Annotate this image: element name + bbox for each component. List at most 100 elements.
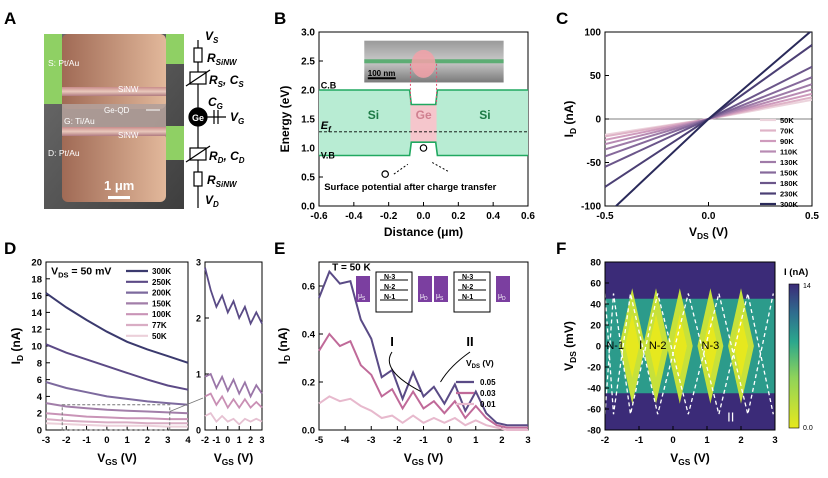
- label-vs-sub: S: [213, 36, 219, 45]
- x-axis-label-unit: (V): [690, 451, 709, 465]
- chart-d-title-rest: = 50 mV: [69, 266, 112, 278]
- y-tick-label: 2: [196, 314, 201, 324]
- y-tick-label: 100: [584, 28, 601, 39]
- label-rd-cd: RD, CD: [209, 149, 245, 165]
- x-axis-label-main: V: [97, 451, 105, 465]
- x-tick-label: -3: [367, 435, 375, 446]
- diagram-ii: N-3 N-2 N-1 μS μD: [434, 271, 510, 313]
- label-vb: V.B: [321, 150, 336, 160]
- x-axis-label: VGS (V): [670, 451, 709, 467]
- x-tick-label: 3: [259, 435, 264, 445]
- y-tick-label: 10: [31, 342, 42, 353]
- mu-d-sub: D: [502, 296, 506, 302]
- coulomb-diamond-core: [625, 314, 640, 378]
- label-rsinw-bottom-sub: SiNW: [216, 180, 238, 189]
- energy-level-label: N-3: [384, 274, 395, 281]
- label-ge-qd: Ge-QD: [104, 106, 130, 115]
- label-n1: N-1: [606, 340, 624, 352]
- y-axis-label-main: I: [9, 361, 23, 364]
- y-tick-label: 3.0: [301, 28, 315, 39]
- mu-s-label: μS: [436, 293, 444, 302]
- resistor-rsinw-top: [193, 47, 203, 63]
- hole-ge: [419, 144, 428, 152]
- series-line-300K: [45, 292, 189, 364]
- mu-s-label: μS: [358, 293, 366, 302]
- chart-c: -0.5 0.0 0.5 -100 -50 0 50 100 VDS (V) ID (nA) 50K…: [562, 28, 819, 242]
- x-axis-label-main: V: [670, 451, 678, 465]
- x-tick-label: 0.4: [486, 211, 500, 222]
- x-tick-label: 4: [185, 435, 191, 446]
- resistor-rsinw-bottom: [193, 171, 203, 187]
- series-line-150K: [45, 402, 189, 415]
- label-vd-sub: D: [213, 200, 219, 209]
- y-tick-label: 0.6: [302, 282, 315, 293]
- x-axis-label: VGS (V): [97, 451, 136, 467]
- legend-label: 150K: [780, 169, 799, 178]
- mu-s-sub: S: [362, 296, 366, 302]
- label-rs-cs: RS, CS: [209, 73, 244, 89]
- legend-label: 0.03: [480, 389, 496, 398]
- heatmap-field: [605, 288, 775, 404]
- colorbar-max: 14: [803, 283, 811, 290]
- y-axis-label-main: I: [276, 361, 290, 364]
- legend-label: 130K: [780, 158, 799, 167]
- legend-label: 100K: [152, 310, 171, 319]
- drain-pad: [62, 132, 166, 202]
- x-axis-label: Distance (μm): [384, 225, 463, 239]
- scalebar: [108, 196, 130, 199]
- x-tick-label: 0.5: [805, 211, 819, 222]
- y-tick-label: -100: [581, 202, 601, 213]
- series-line-300K: [614, 32, 812, 206]
- y-axis-label: VDS (mV): [562, 321, 578, 371]
- label-rsinw-bottom-main: R: [207, 173, 216, 187]
- conduction-band-line: [319, 89, 528, 106]
- x-tick-label: 0: [670, 435, 675, 446]
- y-tick-label: 2: [37, 409, 42, 420]
- inset-series-line-50K: [204, 412, 263, 426]
- x-tick-label: 1: [124, 435, 130, 446]
- source-contact-green-right: [166, 34, 184, 64]
- y-tick-label: 0: [596, 342, 601, 353]
- x-tick-label: -4: [341, 435, 350, 446]
- legend-label: 150K: [152, 299, 171, 308]
- tem-scalebar-label: 100 nm: [368, 69, 396, 78]
- y-axis-label-unit: (nA): [9, 328, 23, 355]
- label-rd: R: [209, 149, 218, 163]
- y-tick-label: 1.0: [301, 144, 315, 155]
- scalebar-label: 1 μm: [104, 178, 134, 193]
- x-tick-label: -3: [42, 435, 50, 446]
- x-tick-label: 0.0: [417, 211, 431, 222]
- panel-b: B -0.6 -0.4 -0.2 0.0 0.2 0.4 0.6 0.0 0.5 1.0 1.5 2.…: [274, 9, 535, 239]
- y-axis-label-sub: D: [568, 128, 578, 134]
- y-tick-label: 60: [590, 279, 601, 290]
- legend-label: 50K: [152, 332, 167, 341]
- label-vs-main: V: [205, 29, 214, 43]
- y-tick-label: 1: [196, 370, 201, 380]
- label-rsinw-top-main: R: [207, 51, 216, 65]
- y-tick-label: 2.5: [301, 57, 315, 68]
- label-vg-sub: G: [238, 117, 244, 126]
- label-cg: CG: [208, 95, 223, 111]
- x-axis-label: VDS (V): [689, 225, 728, 241]
- dot-well: [375, 271, 413, 313]
- y-axis-label: Energy (eV): [278, 86, 292, 153]
- y-tick-label: -80: [587, 426, 601, 437]
- y-tick-label: 80: [590, 258, 601, 269]
- label-vg: VG: [230, 110, 244, 126]
- x-axis-label-unit: (V): [234, 451, 253, 465]
- legend-label: 70K: [780, 127, 794, 136]
- y-tick-label: 40: [590, 300, 601, 311]
- y-tick-label: 4: [37, 392, 43, 403]
- x-tick-label: 0.0: [702, 211, 716, 222]
- label-cs-sub: S: [238, 80, 244, 89]
- series-line-250K: [45, 343, 189, 391]
- y-axis-label-main: I: [562, 134, 576, 137]
- legend-label: 0.05: [480, 378, 496, 387]
- y-axis-label: ID (nA): [562, 101, 578, 138]
- arrow-ii: [440, 351, 471, 383]
- x-axis-label-sub: DS: [697, 231, 709, 241]
